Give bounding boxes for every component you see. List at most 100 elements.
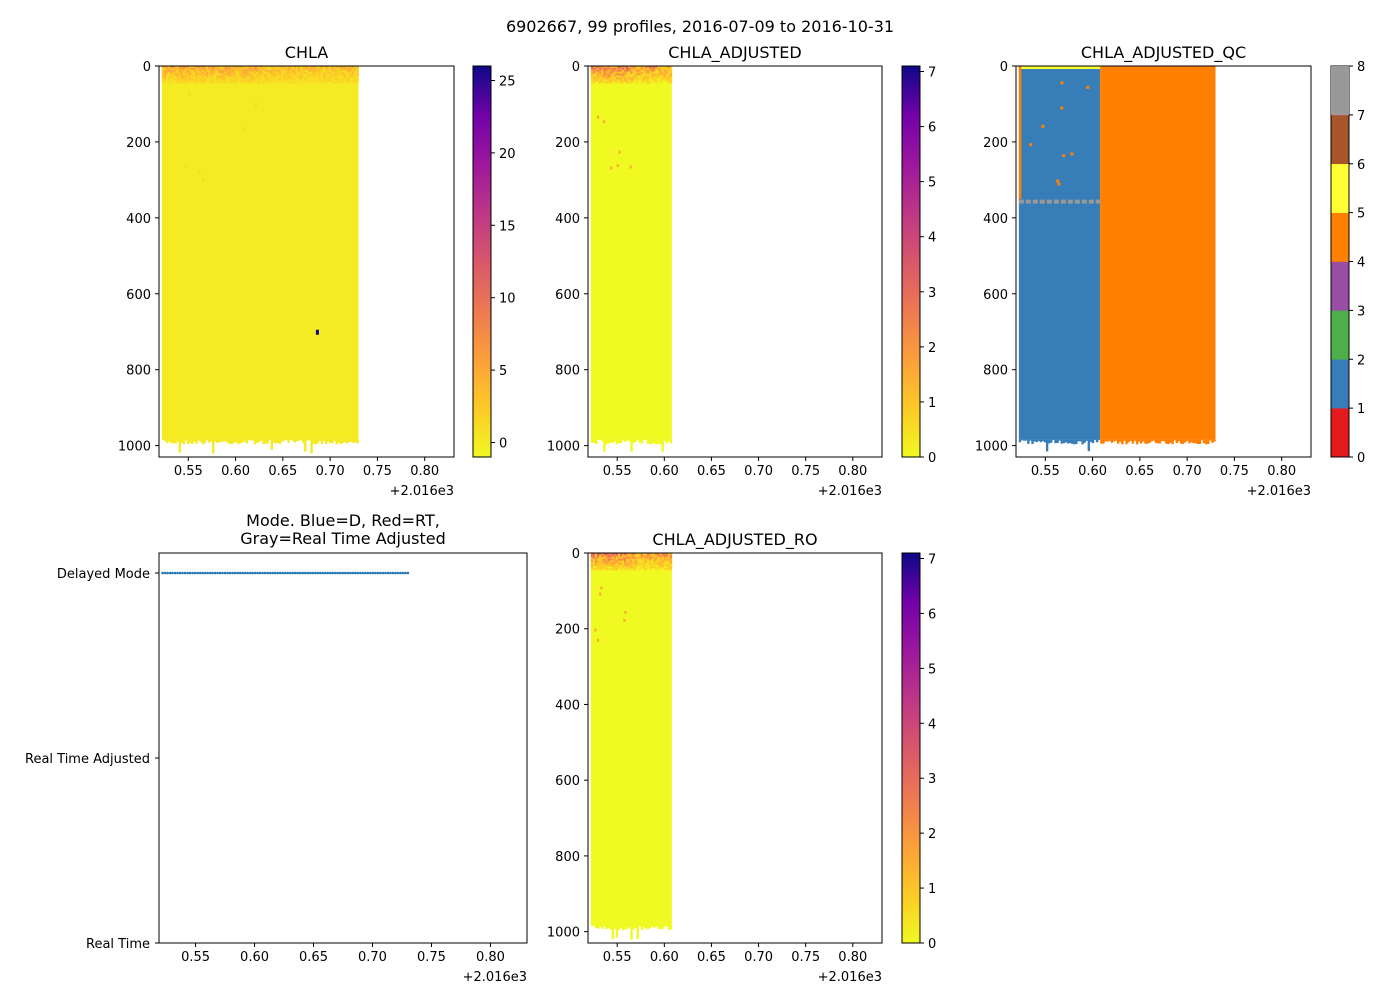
heatmap-cell xyxy=(655,553,658,556)
heatmap-cell xyxy=(299,69,303,72)
heatmap-cell xyxy=(264,67,267,71)
heatmap-cell xyxy=(283,77,286,80)
heatmap-cell xyxy=(168,67,171,71)
heatmap-body xyxy=(161,66,359,440)
colorbar-tick-label: 6 xyxy=(928,607,936,622)
x-tick-label: 0.65 xyxy=(268,464,297,479)
heatmap-cell xyxy=(628,554,631,558)
heatmap-cell xyxy=(621,71,625,74)
heatmap-cell xyxy=(278,71,282,74)
heatmap-cell xyxy=(193,77,196,80)
heatmap-cell xyxy=(644,554,648,558)
heatmap-cell xyxy=(318,71,322,74)
heatmap-cell xyxy=(297,66,301,69)
heatmap-cell xyxy=(203,75,207,78)
heatmap-cell xyxy=(638,73,641,76)
heatmap-cell xyxy=(621,562,625,565)
heatmap-cell xyxy=(245,71,248,74)
heatmap-cell xyxy=(619,73,623,76)
heatmap-cell xyxy=(337,81,340,84)
heatmap-cell xyxy=(592,66,596,69)
heatmap-cell xyxy=(619,66,623,69)
heatmap-cell xyxy=(669,564,673,567)
heatmap-cell xyxy=(180,73,184,76)
heatmap-cell xyxy=(168,71,171,74)
mode-point xyxy=(278,571,282,575)
qc-column xyxy=(1137,439,1141,442)
heatmap-cell xyxy=(632,79,635,82)
x-tick-label: 0.60 xyxy=(240,950,269,965)
heatmap-cell xyxy=(318,81,322,84)
heatmap-cell xyxy=(605,67,608,71)
heatmap-cell xyxy=(632,558,635,561)
heatmap-cell xyxy=(348,79,351,82)
heatmap-cell xyxy=(350,71,353,74)
heatmap-cell xyxy=(276,81,280,84)
heatmap-cell xyxy=(628,560,631,563)
heatmap-cell xyxy=(348,71,351,74)
heatmap-cell xyxy=(272,75,276,78)
heatmap-cell xyxy=(195,77,198,80)
heatmap-cell xyxy=(607,81,610,84)
heatmap-cell xyxy=(312,75,315,78)
heatmap-cell xyxy=(302,71,305,74)
heatmap-cell xyxy=(341,73,345,76)
x-tick-label: 0.70 xyxy=(744,464,773,479)
heatmap-cell xyxy=(640,75,644,78)
heatmap-cell xyxy=(174,67,177,71)
mode-point xyxy=(316,571,320,575)
heatmap-cell xyxy=(304,79,307,82)
heatmap-cell xyxy=(308,75,311,78)
heatmap-cell xyxy=(628,568,631,571)
heatmap-cell xyxy=(161,77,165,80)
heatmap-cell xyxy=(182,71,186,74)
heatmap-cell xyxy=(235,79,238,82)
heatmap-cell xyxy=(224,67,227,71)
heatmap-cell xyxy=(665,79,669,82)
heatmap-cell xyxy=(320,73,324,76)
heatmap-cell xyxy=(669,77,673,80)
heatmap-column xyxy=(603,439,606,452)
heatmap-cell xyxy=(201,71,204,74)
heatmap-cell xyxy=(304,81,307,84)
heatmap-cell xyxy=(184,67,188,71)
heatmap-cell xyxy=(293,73,297,76)
heatmap-cell xyxy=(197,67,200,71)
heatmap-cell xyxy=(611,75,614,78)
heatmap-cell xyxy=(264,81,267,84)
heatmap-cell xyxy=(327,69,330,72)
qc-column xyxy=(1207,439,1210,444)
heatmap-cell xyxy=(621,566,625,569)
heatmap-cell xyxy=(634,558,637,561)
colorbar-tick-label: 1 xyxy=(928,882,936,897)
heatmap-column xyxy=(663,439,666,441)
heatmap-cell xyxy=(212,73,215,76)
heatmap-cell xyxy=(247,77,251,80)
heatmap-cell xyxy=(626,79,629,82)
heatmap-cell xyxy=(163,81,167,84)
heatmap-cell xyxy=(642,77,646,80)
heatmap-column xyxy=(640,439,644,444)
heatmap-cell xyxy=(352,71,355,74)
heatmap-cell xyxy=(281,79,284,82)
chla-adjusted-axes-frame xyxy=(587,65,883,458)
heatmap-cell xyxy=(283,66,286,69)
heatmap-column xyxy=(597,925,600,929)
qc-flag-8-mark xyxy=(1074,199,1080,204)
heatmap-cell xyxy=(603,66,606,69)
heatmap-cell xyxy=(605,73,608,76)
heatmap-cell xyxy=(590,71,594,74)
heatmap-cell xyxy=(640,556,644,559)
heatmap-cell xyxy=(304,67,307,71)
colorbar-tick-label: 4 xyxy=(928,717,936,732)
heatmap-cell xyxy=(352,69,355,72)
heatmap-cell xyxy=(661,562,664,565)
heatmap-cell xyxy=(237,81,240,84)
qc-column xyxy=(1194,439,1197,444)
heatmap-column xyxy=(599,925,602,927)
heatmap-cell xyxy=(667,69,671,72)
qc-column xyxy=(1156,439,1160,444)
heatmap-cell xyxy=(621,69,625,72)
heatmap-cell xyxy=(646,553,650,556)
heatmap-cell xyxy=(621,553,625,556)
